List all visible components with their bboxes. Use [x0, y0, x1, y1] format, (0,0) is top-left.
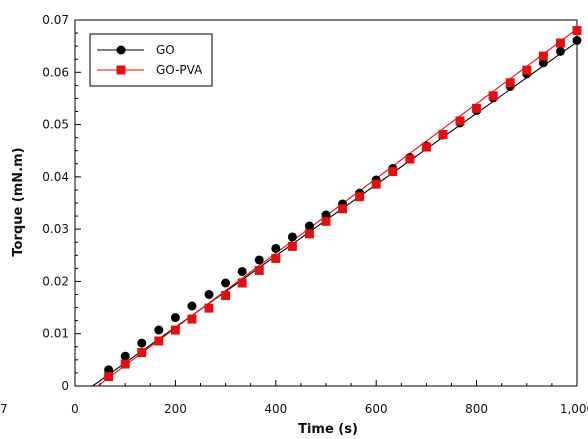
y-tick-label: 0.03	[42, 222, 69, 236]
go-pva-point	[505, 78, 515, 88]
go-pva-point	[488, 91, 498, 101]
y-tick-label: 0.07	[42, 13, 69, 27]
go-pva-point	[338, 204, 348, 214]
go-point	[254, 255, 264, 265]
go-point	[137, 338, 147, 348]
go-point	[304, 221, 314, 231]
go-point	[120, 351, 130, 361]
go-pva-point	[204, 303, 214, 313]
go-pva-point	[538, 51, 548, 61]
go-point	[154, 325, 164, 335]
x-tick-label: 600	[365, 402, 388, 416]
x-tick-label: 800	[465, 402, 488, 416]
go-point	[287, 232, 297, 242]
legend-marker-go-pva	[116, 65, 126, 75]
go-point	[170, 313, 180, 323]
go-pva-point	[405, 154, 415, 164]
go-pva-point	[388, 167, 398, 177]
y-tick-label: 0.01	[42, 327, 69, 341]
go-pva-point	[287, 241, 297, 251]
go-pva-point	[555, 38, 565, 48]
go-pva-point	[271, 253, 281, 263]
go-point	[204, 290, 214, 299]
x-tick-label: 1,000	[560, 402, 588, 416]
y-tick-label: 0.02	[42, 274, 69, 288]
go-pva-point	[154, 336, 164, 346]
go-point	[538, 58, 548, 68]
y-tick-label: 0.05	[42, 118, 69, 132]
go-pva-point	[321, 216, 331, 226]
go-point	[187, 301, 197, 311]
go-pva-point	[355, 192, 365, 202]
go-pva-point	[304, 229, 314, 239]
x-tick-label: 200	[164, 402, 187, 416]
go-pva-point	[572, 25, 582, 35]
x-tick-label: 400	[264, 402, 287, 416]
go-point	[271, 243, 281, 253]
go-pva-point	[472, 103, 482, 113]
x-axis-title: Time (s)	[298, 422, 358, 437]
ticks: 0 200 400 600 800 1,000 0 0.01 0.02 0.03 0.04 0.05 0…	[42, 13, 588, 416]
go-point	[104, 365, 114, 375]
legend-label-go-pva: GO-PVA	[156, 63, 203, 77]
data-markers	[104, 25, 582, 382]
go-pva-point	[187, 314, 197, 324]
y-tick-label: 0	[61, 379, 69, 393]
go-pva-point	[120, 359, 130, 369]
legend: GO GO-PVA	[89, 33, 213, 87]
go-pva-point	[438, 130, 448, 140]
y-tick-label: 0.06	[42, 65, 69, 79]
go-pva-point	[104, 372, 114, 382]
fit-line-go	[92, 41, 578, 387]
y-axis-title: Torque (mN.m)	[11, 147, 26, 256]
go-pva-point	[254, 265, 264, 275]
x-tick-label: 0	[71, 402, 79, 416]
go-pva-point	[455, 116, 465, 126]
y-tick-label: 0.04	[42, 170, 69, 184]
legend-box	[89, 33, 213, 87]
edge-label: 7	[0, 402, 8, 416]
go-point	[237, 266, 247, 276]
go-pva-point	[170, 325, 180, 335]
go-pva-point	[371, 179, 381, 189]
go-pva-point	[221, 291, 231, 301]
go-pva-point	[237, 278, 247, 288]
go-point	[555, 46, 565, 56]
go-pva-point	[421, 142, 431, 152]
go-point	[572, 35, 582, 45]
go-pva-point	[137, 348, 147, 358]
go-pva-point	[522, 65, 532, 75]
go-point	[221, 278, 231, 288]
legend-label-go: GO	[156, 43, 175, 57]
legend-marker-go	[116, 45, 126, 55]
